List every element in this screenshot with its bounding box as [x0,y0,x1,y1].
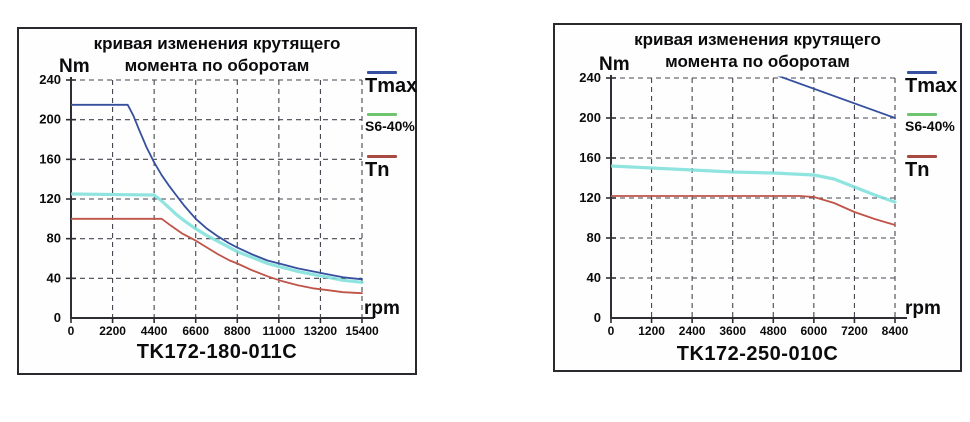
x-tick-label: 4800 [760,324,787,338]
x-tick-label: 13200 [304,324,338,338]
chart-title-line1: кривая изменения крутящего [634,30,881,49]
x-tick-label: 11000 [262,324,295,338]
legend-item-tmax: Tmax [905,71,957,97]
y-tick-label: 120 [39,191,61,206]
chart-title: кривая изменения крутящего момента по об… [19,33,415,78]
y-tick-label: 0 [594,310,601,325]
y-tick-label: 120 [579,190,601,205]
legend-item-tn: Tn [365,155,397,181]
y-tick-label: 80 [47,231,61,246]
legend-item-s6-40: S6-40% [365,113,415,134]
chart-panel-tk172-250-010c: кривая изменения крутящего момента по об… [553,23,962,372]
x-tick-label: 15400 [345,324,379,338]
x-tick-label: 6600 [182,324,209,338]
y-tick-label: 160 [39,151,61,166]
y-tick-label: 200 [579,110,601,125]
s6-40-line-swatch [367,113,397,116]
tn-line-swatch [907,155,937,158]
x-tick-label: 1200 [638,324,665,338]
chart-title-line2: момента по оборотам [665,52,850,72]
x-tick-label: 7200 [841,324,868,338]
series-line-s6-40- [71,192,364,284]
x-tick-label: 8400 [882,324,909,338]
s6-40-line-swatch [907,113,937,116]
legend-label-tn: Tn [905,159,930,181]
legend-label-tn: Tn [365,159,390,181]
chart-title: кривая изменения крутящего момента по об… [555,29,960,74]
y-tick-label: 0 [54,310,61,325]
y-tick-label: 200 [39,112,61,127]
x-tick-label: 2200 [99,324,126,338]
x-tick-label: 0 [68,324,75,338]
y-tick-label: 80 [587,230,601,245]
tmax-line-swatch [367,71,397,74]
y-tick-label: 240 [579,70,601,85]
legend-label-s6-40: S6-40% [365,118,415,134]
x-tick-label: 4400 [141,324,168,338]
x-tick-label: 6000 [801,324,828,338]
chart-title-line1: кривая изменения крутящего [93,34,341,53]
chart-caption: TK172-180-011C [136,341,298,363]
y-tick-label: 240 [39,72,61,87]
series-line-tn [611,195,896,226]
chart-caption: TK172-250-010C [676,343,839,365]
legend-item-tmax: Tmax [365,71,417,97]
tn-line-swatch [367,155,397,158]
legend-label-s6-40: S6-40% [905,118,955,134]
x-tick-label: 2400 [679,324,706,338]
legend-label-tmax: Tmax [905,75,958,97]
y-tick-label: 160 [579,150,601,165]
series-line-tn [71,217,363,295]
x-tick-label: 0 [608,324,615,338]
y-tick-label: 40 [587,270,601,285]
y-axis-unit-label: Nm [59,56,90,77]
plot-area: 0 40 80 120 160 200 240 0 2200 4400 6600 8800 11000 1… [39,72,379,338]
chart-panel-tk172-180-011c: кривая изменения крутящего момента по об… [17,27,417,375]
x-tick-label: 8800 [224,324,251,338]
series-line-tmax [777,76,896,119]
series-line-s6-40- [611,164,897,204]
legend-label-tmax: Tmax [365,75,418,97]
series-line-tmax [71,103,363,281]
tmax-line-swatch [907,71,937,74]
chart-title-line2: момента по оборотам [124,56,310,76]
x-tick-label: 3600 [719,324,746,338]
y-axis-unit-label: Nm [599,54,630,75]
x-axis-unit-label: rpm [905,298,941,319]
legend-item-tn: Tn [905,155,937,181]
legend-item-s6-40: S6-40% [905,113,955,134]
x-axis-unit-label: rpm [364,298,400,319]
y-tick-label: 40 [47,270,61,285]
